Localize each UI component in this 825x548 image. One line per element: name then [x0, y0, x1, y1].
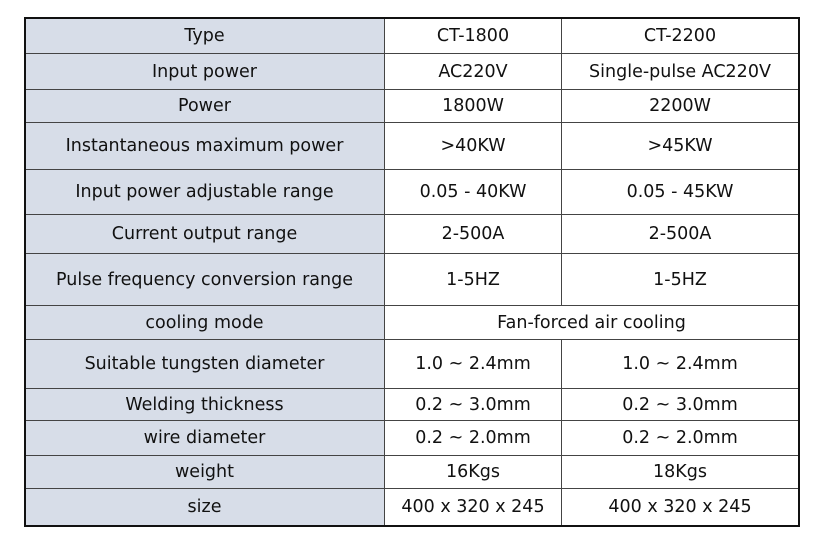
- cell-value: Fan-forced air cooling: [385, 306, 799, 340]
- row-label: cooling mode: [25, 306, 385, 340]
- row-label: Type: [25, 18, 385, 54]
- cell-value: 2-500A: [385, 215, 562, 254]
- cell-value: AC220V: [385, 54, 562, 90]
- row-label: Instantaneous maximum power: [25, 123, 385, 170]
- cell-value: 0.2 ~ 2.0mm: [562, 421, 799, 456]
- cell-value: >40KW: [385, 123, 562, 170]
- row-label: Input power: [25, 54, 385, 90]
- cell-value: 1-5HZ: [562, 254, 799, 306]
- cell-value: 1.0 ~ 2.4mm: [385, 340, 562, 389]
- row-label: weight: [25, 456, 385, 489]
- row-label: Suitable tungsten diameter: [25, 340, 385, 389]
- row-label: wire diameter: [25, 421, 385, 456]
- row-label: size: [25, 489, 385, 526]
- row-label: Welding thickness: [25, 389, 385, 421]
- cell-value: 18Kgs: [562, 456, 799, 489]
- cell-value: CT-2200: [562, 18, 799, 54]
- cell-value: 400 x 320 x 245: [385, 489, 562, 526]
- cell-value: 2200W: [562, 90, 799, 123]
- row-label: Pulse frequency conversion range: [25, 254, 385, 306]
- cell-value: 400 x 320 x 245: [562, 489, 799, 526]
- cell-value: CT-1800: [385, 18, 562, 54]
- cell-value: >45KW: [562, 123, 799, 170]
- cell-value: 0.05 - 40KW: [385, 170, 562, 215]
- cell-value: 1-5HZ: [385, 254, 562, 306]
- cell-value: 1800W: [385, 90, 562, 123]
- row-label: Power: [25, 90, 385, 123]
- cell-value: 1.0 ~ 2.4mm: [562, 340, 799, 389]
- cell-value: 2-500A: [562, 215, 799, 254]
- cell-value: 16Kgs: [385, 456, 562, 489]
- row-label: Current output range: [25, 215, 385, 254]
- cell-value: 0.2 ~ 3.0mm: [385, 389, 562, 421]
- cell-value: 0.2 ~ 3.0mm: [562, 389, 799, 421]
- cell-value: Single-pulse AC220V: [562, 54, 799, 90]
- row-label: Input power adjustable range: [25, 170, 385, 215]
- cell-value: 0.05 - 45KW: [562, 170, 799, 215]
- cell-value: 0.2 ~ 2.0mm: [385, 421, 562, 456]
